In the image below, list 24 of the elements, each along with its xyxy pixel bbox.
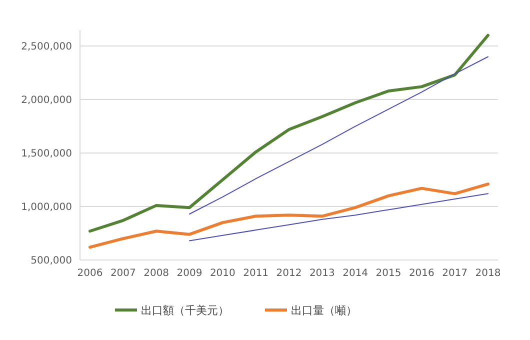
x-tick-label: 2017 <box>442 268 468 279</box>
x-tick-label: 2016 <box>408 268 434 279</box>
line-series <box>88 182 490 249</box>
legend-label: 出口量（噸） <box>291 304 357 317</box>
x-tick-label: 2018 <box>475 268 501 279</box>
y-tick-label: 500,000 <box>30 256 72 266</box>
line-series <box>189 193 488 242</box>
x-tick-label: 2006 <box>77 268 103 279</box>
y-tick-label: 1,000,000 <box>21 202 72 214</box>
x-tick-label: 2010 <box>210 268 236 279</box>
legend-label: 出口額（千美元） <box>141 304 229 317</box>
y-tick-label: 2,500,000 <box>21 42 72 53</box>
x-tick-label: 2007 <box>110 268 136 279</box>
line-series <box>88 34 490 233</box>
x-tick-label: 2011 <box>243 268 269 279</box>
x-tick-label: 2013 <box>309 268 335 279</box>
y-tick-label: 2,000,000 <box>21 95 72 106</box>
line-series <box>189 56 488 214</box>
x-tick-label: 2015 <box>376 268 402 279</box>
x-tick-label: 2009 <box>176 268 202 279</box>
y-tick-label: 1,500,000 <box>21 148 72 160</box>
x-tick-label: 2014 <box>342 268 368 279</box>
x-tick-label: 2012 <box>276 268 302 279</box>
x-tick-label: 2008 <box>144 268 170 279</box>
